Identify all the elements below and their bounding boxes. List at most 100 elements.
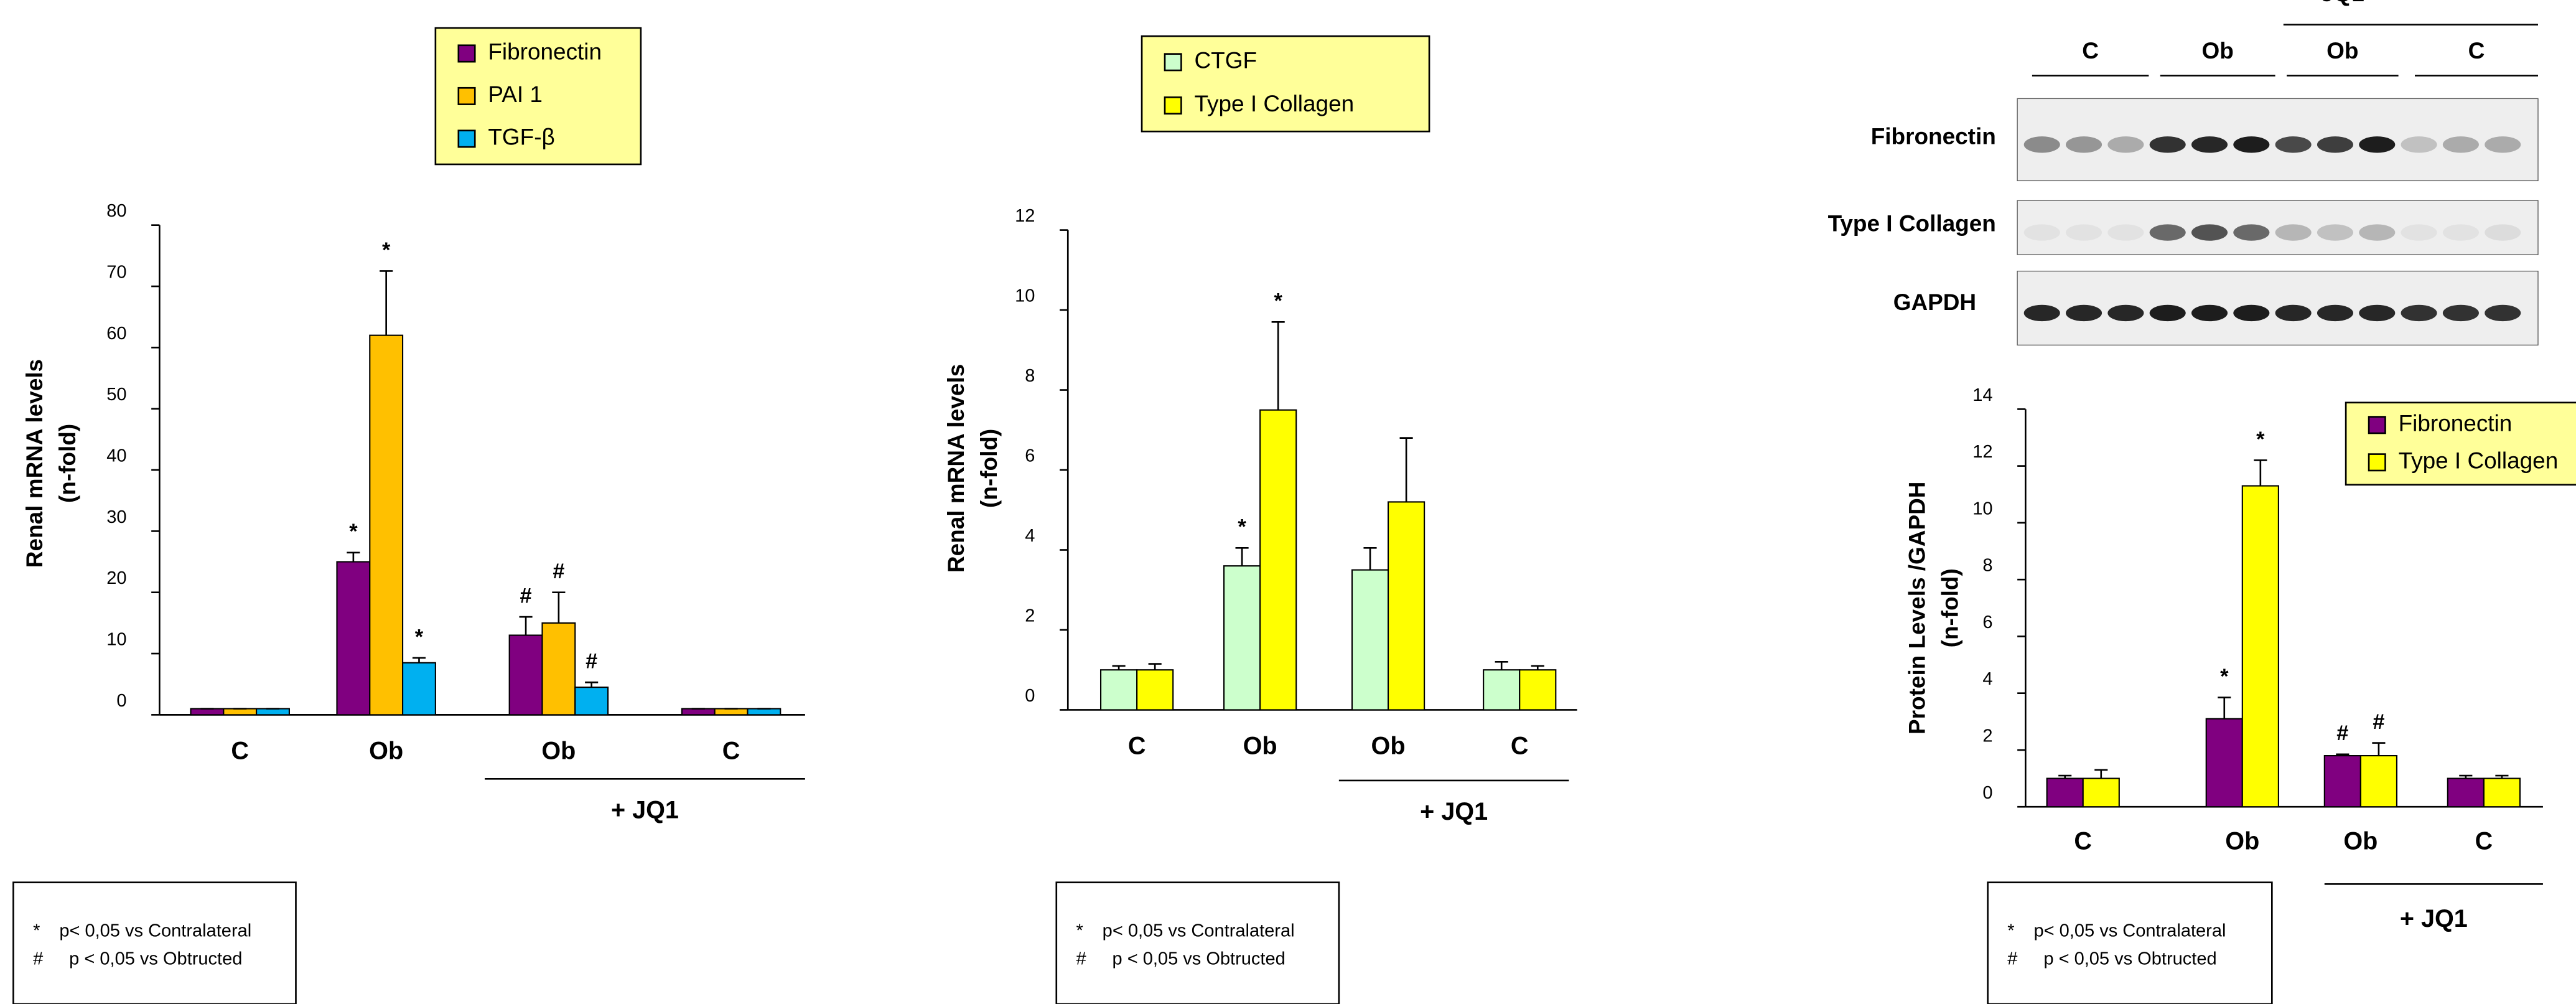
significance-marker: * <box>1274 289 1282 313</box>
y-tick-label: 70 <box>106 263 126 283</box>
bar <box>2325 756 2361 807</box>
bar <box>2047 779 2083 807</box>
bar <box>223 709 256 715</box>
y-tick-label: 10 <box>1972 499 1992 518</box>
blot-band <box>2107 305 2144 321</box>
blot-band <box>2401 305 2437 321</box>
footnote-text: p < 0,05 vs Obtructed <box>1113 949 1286 969</box>
bar <box>2242 486 2279 807</box>
bar <box>1388 502 1424 710</box>
x-tick-label: Ob <box>2343 828 2378 855</box>
blot-band <box>2024 136 2060 152</box>
legend-label: PAI 1 <box>488 82 543 107</box>
y-tick-label: 10 <box>106 630 126 650</box>
legend-swatch <box>459 88 475 104</box>
bar <box>575 687 608 715</box>
y-tick-label: 14 <box>1972 385 1992 405</box>
x-tick-label: C <box>2475 828 2493 855</box>
x-tick-label: Ob <box>369 738 403 765</box>
group-label: + JQ1 <box>2400 905 2468 932</box>
bar <box>1137 670 1173 710</box>
y-tick-label: 4 <box>1982 669 1992 689</box>
blot-lane-label: Ob <box>2326 38 2358 63</box>
bar <box>1352 570 1388 710</box>
y-tick-label: 60 <box>106 324 126 344</box>
footnote-text: p< 0,05 vs Contralateral <box>2034 921 2226 941</box>
bar <box>510 636 543 715</box>
y-tick-label: 0 <box>1025 686 1035 706</box>
bar <box>370 335 403 715</box>
blot-band <box>2066 136 2102 152</box>
blot-band <box>2275 136 2312 152</box>
y-tick-label: 2 <box>1025 606 1035 626</box>
error-bar <box>520 617 533 636</box>
blot-band <box>2066 305 2102 321</box>
blot-band <box>2066 224 2102 240</box>
blot-band <box>2443 305 2479 321</box>
x-tick-label: Ob <box>541 738 576 765</box>
y-tick-label: 12 <box>1972 442 1992 462</box>
legend-box <box>1142 36 1429 131</box>
x-tick-label: Ob <box>2225 828 2259 855</box>
blot-band <box>2359 305 2395 321</box>
legend-label: Type I Collagen <box>1195 91 1355 116</box>
blot-band <box>2317 305 2353 321</box>
blot-band <box>2233 224 2269 240</box>
legend-label: Fibronectin <box>2399 411 2513 436</box>
blot-band <box>2150 136 2186 152</box>
y-tick-label: 0 <box>1982 783 1992 803</box>
y-tick-label: 4 <box>1025 526 1035 546</box>
legend-swatch <box>459 45 475 62</box>
blot-band <box>2107 136 2144 152</box>
significance-marker: * <box>382 238 391 262</box>
bar <box>2083 779 2119 807</box>
blot-group-label: + JQ1 <box>2301 0 2364 6</box>
y-tick-label: 8 <box>1982 556 1992 576</box>
legend-swatch <box>2369 417 2385 433</box>
blot-row-label: Type I Collagen <box>1828 210 1996 236</box>
bar <box>2361 756 2397 807</box>
bar <box>1224 566 1260 710</box>
y-tick-label: 80 <box>106 201 126 221</box>
blot-band <box>2191 224 2228 240</box>
error-bar <box>2218 698 2231 719</box>
significance-marker: * <box>2220 665 2229 688</box>
blot-band <box>2233 136 2269 152</box>
bar <box>747 709 780 715</box>
footnote-box <box>1057 883 1339 1004</box>
error-bar <box>2372 743 2385 756</box>
legend-swatch <box>1165 54 1181 70</box>
footnote-symbol: # <box>1076 949 1086 969</box>
y-axis-label: Protein Levels /GAPDH <box>1905 482 1930 734</box>
footnote-box <box>13 883 296 1004</box>
y-tick-label: 50 <box>106 385 126 405</box>
y-tick-label: 30 <box>106 507 126 527</box>
x-tick-label: C <box>2074 828 2092 855</box>
error-bar <box>380 271 393 335</box>
significance-marker: * <box>2256 428 2265 451</box>
blot-band <box>2024 224 2060 240</box>
footnote-symbol: # <box>2007 949 2017 969</box>
blot-band <box>2485 224 2521 240</box>
bar <box>1483 670 1519 710</box>
bar <box>1519 670 1556 710</box>
blot-band <box>2485 136 2521 152</box>
blot-lane-label: C <box>2468 38 2485 63</box>
footnote-symbol: # <box>33 949 43 969</box>
blot-lane-label: C <box>2082 38 2099 63</box>
footnote-box <box>1988 883 2272 1004</box>
y-axis-label: (n-fold) <box>976 429 1002 508</box>
footnote-text: p < 0,05 vs Obtructed <box>2043 949 2216 969</box>
bar <box>542 623 575 715</box>
significance-marker: # <box>2373 710 2384 734</box>
y-tick-label: 6 <box>1982 612 1992 632</box>
y-tick-label: 40 <box>106 446 126 466</box>
bar <box>682 709 715 715</box>
error-bar <box>552 593 565 623</box>
footnote-text: p< 0,05 vs Contralateral <box>1103 921 1295 941</box>
error-bar <box>2094 770 2107 779</box>
bar <box>403 663 436 715</box>
bar <box>256 709 289 715</box>
bar <box>715 709 748 715</box>
legend-label: TGF-β <box>488 124 554 150</box>
